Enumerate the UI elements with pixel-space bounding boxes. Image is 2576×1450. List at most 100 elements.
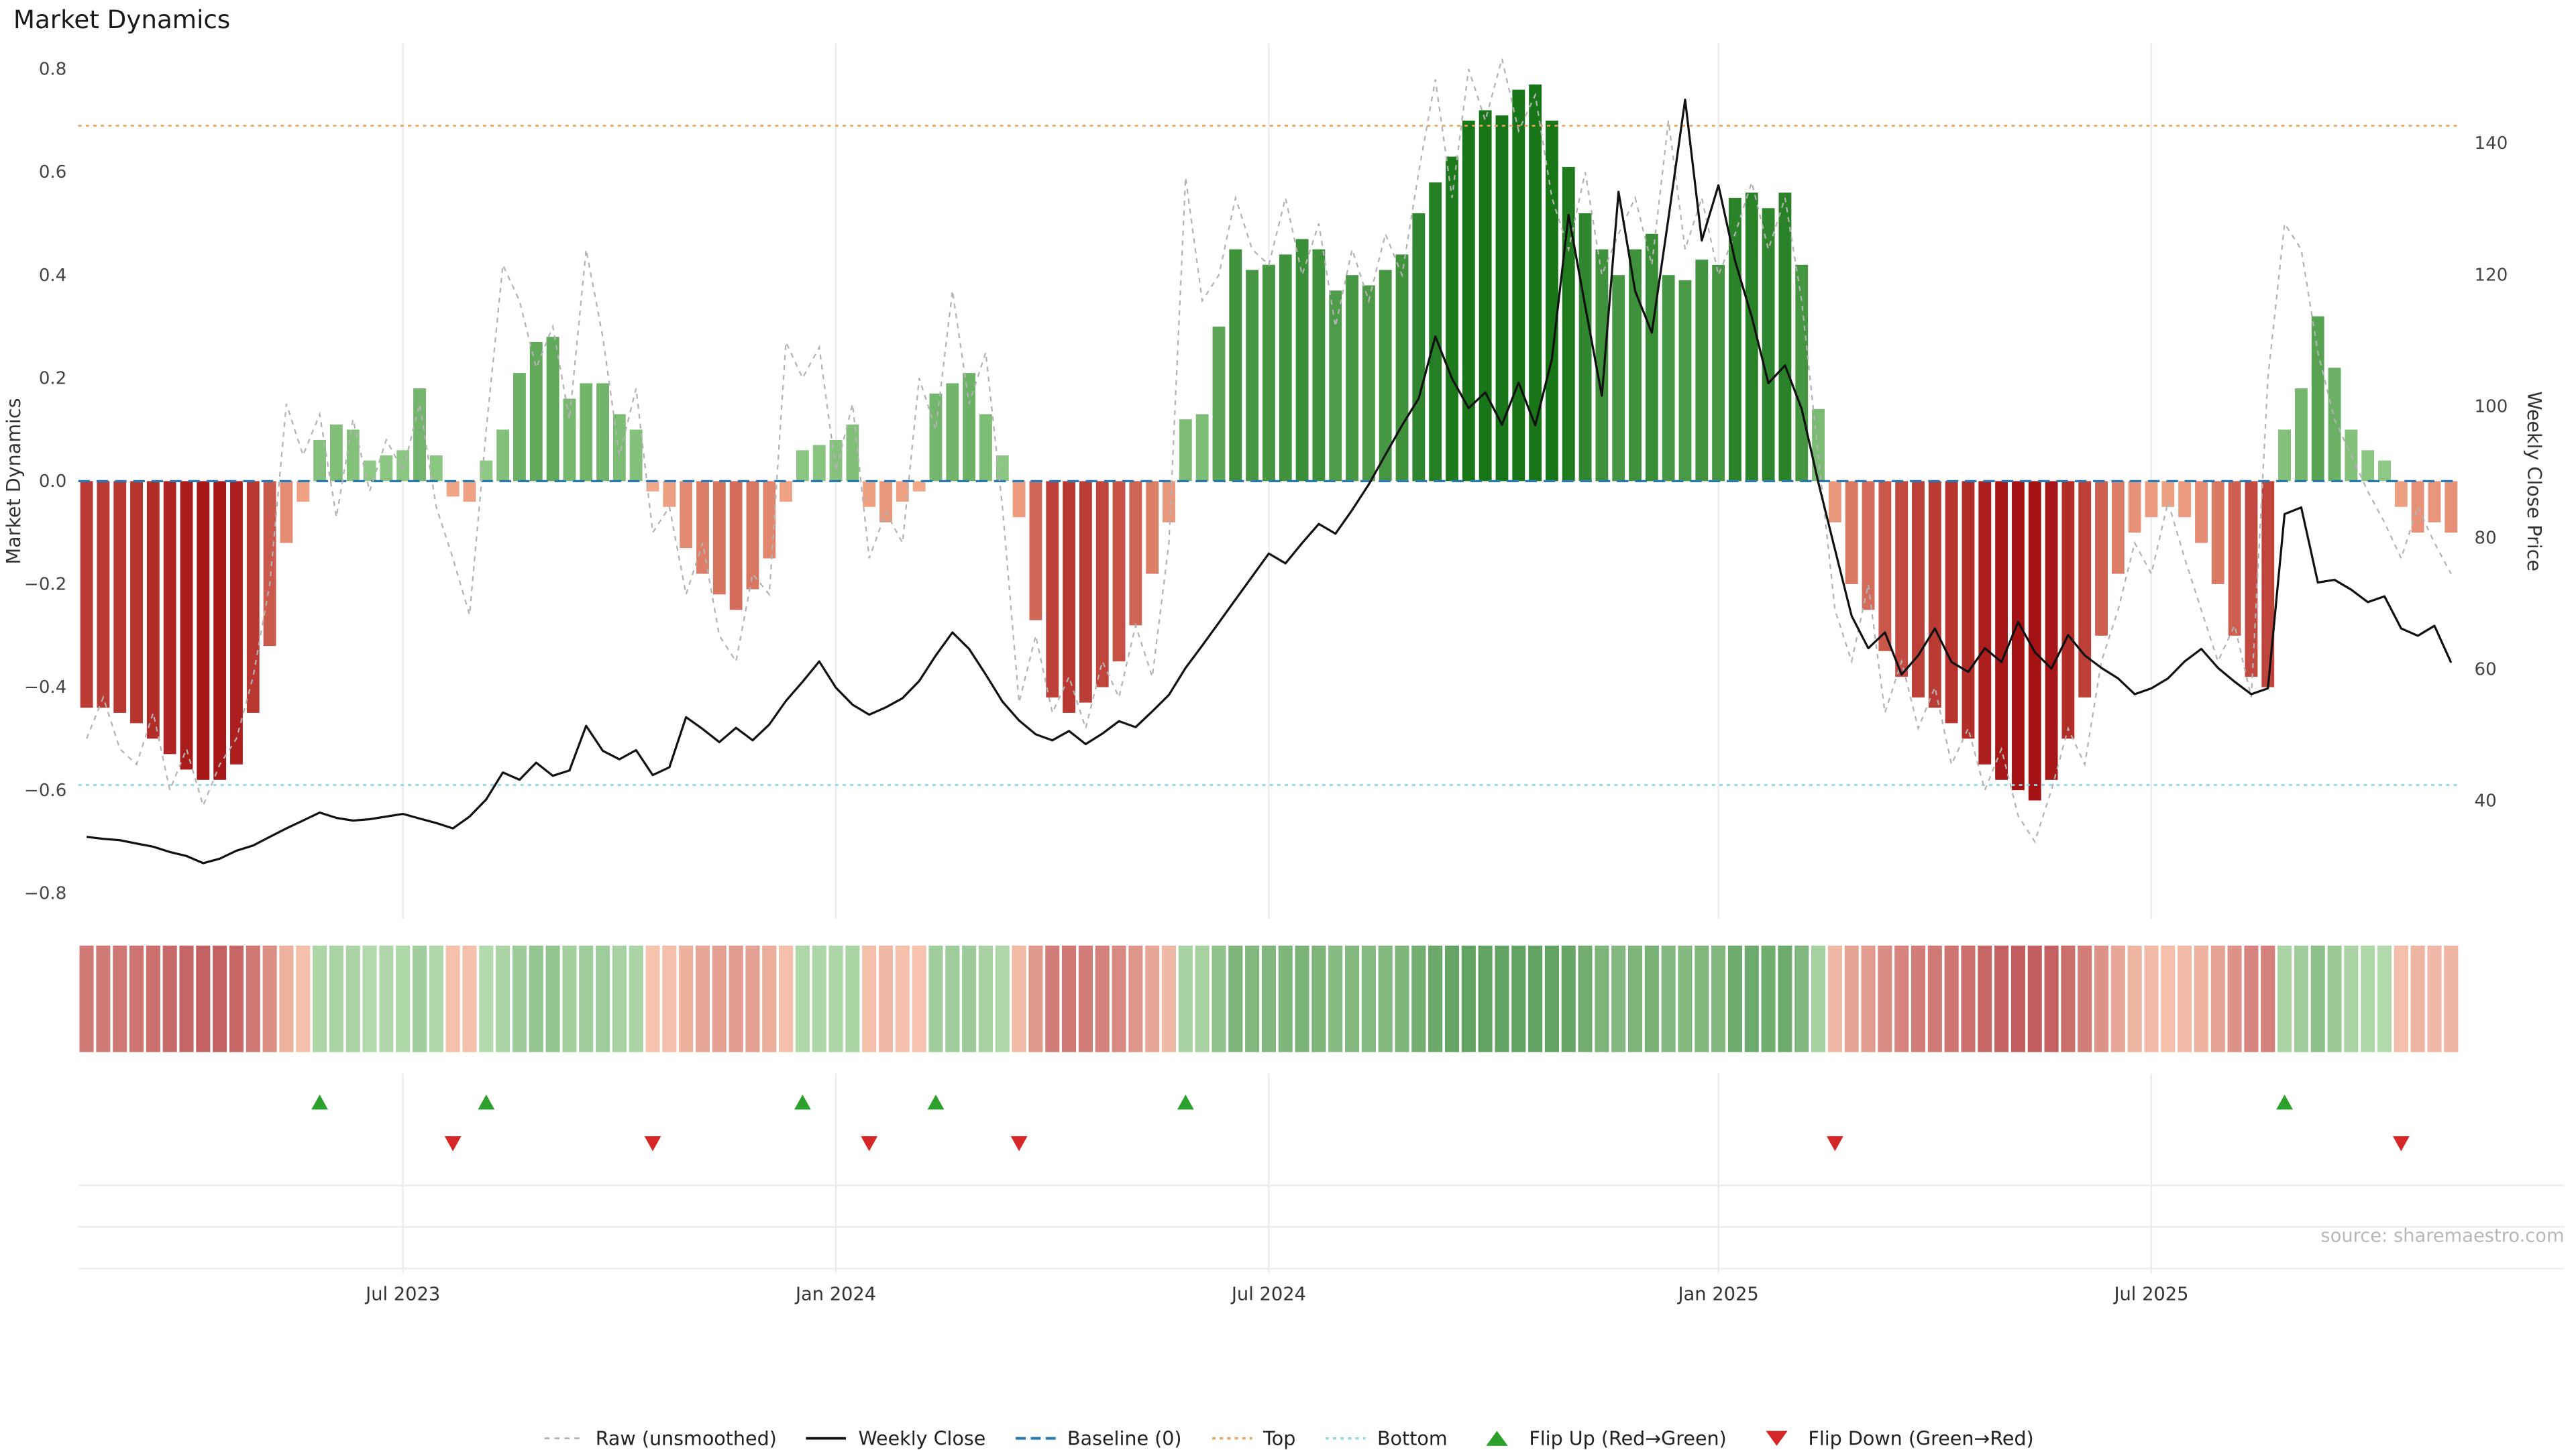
dynamics-bar bbox=[230, 481, 243, 765]
dynamics-bar bbox=[846, 424, 859, 482]
flip-up-marker bbox=[311, 1095, 328, 1110]
flip-up-marker bbox=[794, 1095, 811, 1110]
flip-up-marker bbox=[2276, 1095, 2293, 1110]
dynamics-bar bbox=[80, 481, 93, 708]
x-tick-label: Jan 2024 bbox=[794, 1284, 876, 1305]
dynamics-bar bbox=[963, 373, 976, 482]
dynamics-bar bbox=[1495, 115, 1509, 482]
dynamics-bar bbox=[346, 429, 360, 482]
dynamics-bar bbox=[113, 481, 127, 713]
heatmap-cell bbox=[662, 945, 677, 1052]
heatmap-cell bbox=[1112, 945, 1126, 1052]
dynamics-bar bbox=[1195, 414, 1209, 482]
heatmap-cell bbox=[878, 945, 894, 1052]
heatmap-cell bbox=[1261, 945, 1276, 1052]
heatmap-cell bbox=[146, 945, 160, 1052]
heatmap-cell bbox=[396, 945, 411, 1052]
dynamics-bar bbox=[1962, 481, 1975, 739]
legend-label: Flip Down (Green→Red) bbox=[1808, 1427, 2034, 1450]
heatmap-cell bbox=[562, 945, 577, 1052]
legend-item: Bottom bbox=[1324, 1427, 1448, 1450]
dynamics-bar bbox=[2178, 481, 2192, 518]
dynamics-bar bbox=[246, 481, 260, 713]
dynamics-bar bbox=[163, 481, 176, 755]
dynamics-bar bbox=[1545, 120, 1558, 482]
left-tick-label: 0.4 bbox=[39, 266, 66, 286]
heatmap-cell bbox=[2394, 945, 2408, 1052]
dynamics-bar bbox=[979, 414, 992, 482]
heatmap-cell bbox=[2144, 945, 2159, 1052]
grid-layer bbox=[78, 43, 2565, 1274]
heatmap-cell bbox=[2244, 945, 2259, 1052]
left-tick-label: −0.2 bbox=[24, 575, 66, 595]
dynamics-bar bbox=[1179, 419, 1192, 482]
heatmap-cell bbox=[1411, 945, 1426, 1052]
dynamics-bar bbox=[1645, 233, 1658, 482]
bars-layer bbox=[80, 84, 2458, 801]
raw-line-swatch bbox=[543, 1437, 584, 1439]
left-tick-label: 0.8 bbox=[39, 60, 66, 80]
heatmap-cell bbox=[2344, 945, 2359, 1052]
dynamics-bar bbox=[1762, 208, 1775, 482]
heatmap-cell bbox=[2427, 945, 2442, 1052]
dynamics-bar bbox=[1263, 264, 1275, 482]
flip-up-swatch bbox=[1487, 1431, 1509, 1446]
dynamics-bar bbox=[2145, 481, 2158, 518]
dynamics-bar bbox=[1446, 156, 1458, 482]
heatmap-cell bbox=[1561, 945, 1576, 1052]
heatmap-cell bbox=[1678, 945, 1693, 1052]
heatmap-cell bbox=[1495, 945, 1509, 1052]
heatmap-cell bbox=[1344, 945, 1360, 1052]
heatmap-cell bbox=[279, 945, 294, 1052]
heatmap-cell bbox=[1927, 945, 1942, 1052]
heatmap-cell bbox=[962, 945, 977, 1052]
dynamics-bar bbox=[729, 481, 743, 610]
dynamics-bar bbox=[2428, 481, 2441, 522]
dynamics-bar bbox=[1845, 481, 1858, 584]
dynamics-bar bbox=[1662, 275, 1675, 482]
flip-up-marker bbox=[478, 1095, 495, 1110]
heatmap-cell bbox=[445, 945, 460, 1052]
heatmap-cell bbox=[1062, 945, 1077, 1052]
heatmap-cell bbox=[895, 945, 910, 1052]
dynamics-bar bbox=[2228, 481, 2241, 636]
heatmap-cell bbox=[345, 945, 360, 1052]
dynamics-bar bbox=[1978, 481, 1992, 765]
heatmap-cell bbox=[1978, 945, 1992, 1052]
dynamics-bar bbox=[1095, 481, 1109, 687]
heatmap-cell bbox=[828, 945, 843, 1052]
dynamics-bar bbox=[2028, 481, 2041, 801]
dynamics-bar bbox=[1529, 84, 1542, 482]
heatmap-cell bbox=[1245, 945, 1260, 1052]
dynamics-bar bbox=[380, 455, 393, 482]
dynamics-bar bbox=[1329, 290, 1342, 482]
dynamics-bar bbox=[263, 481, 276, 647]
dynamics-bar bbox=[1246, 270, 1259, 482]
weekly-close-line bbox=[86, 99, 2453, 865]
right-tick-label: 40 bbox=[2475, 791, 2497, 812]
heatmap-cell bbox=[1644, 945, 1659, 1052]
x-tick-label: Jan 2025 bbox=[1677, 1284, 1759, 1305]
heatmap-cell bbox=[329, 945, 343, 1052]
heatmap-cell bbox=[1278, 945, 1293, 1052]
dynamics-bar bbox=[2095, 481, 2108, 636]
heatmap-cell bbox=[129, 945, 144, 1052]
dynamics-bar bbox=[1945, 481, 1958, 724]
heatmap-cell bbox=[812, 945, 826, 1052]
dynamics-bar bbox=[396, 450, 410, 482]
dynamics-bar bbox=[546, 337, 559, 482]
flip-down-marker bbox=[644, 1136, 661, 1152]
heatmap-cell bbox=[1695, 945, 1709, 1052]
heatmap-cell bbox=[113, 945, 127, 1052]
heatmap-cell bbox=[2361, 945, 2375, 1052]
dynamics-bar bbox=[646, 481, 659, 492]
dynamics-bar bbox=[2261, 481, 2275, 687]
dynamics-bar bbox=[996, 455, 1009, 482]
flip-down-marker bbox=[2392, 1136, 2410, 1152]
heatmap-cell bbox=[1028, 945, 1043, 1052]
heatmap-cell bbox=[213, 945, 227, 1052]
heatmap-cell bbox=[712, 945, 727, 1052]
heatmap-cell bbox=[1461, 945, 1476, 1052]
left-tick-label: −0.8 bbox=[24, 883, 66, 903]
dynamics-bar bbox=[496, 429, 510, 482]
